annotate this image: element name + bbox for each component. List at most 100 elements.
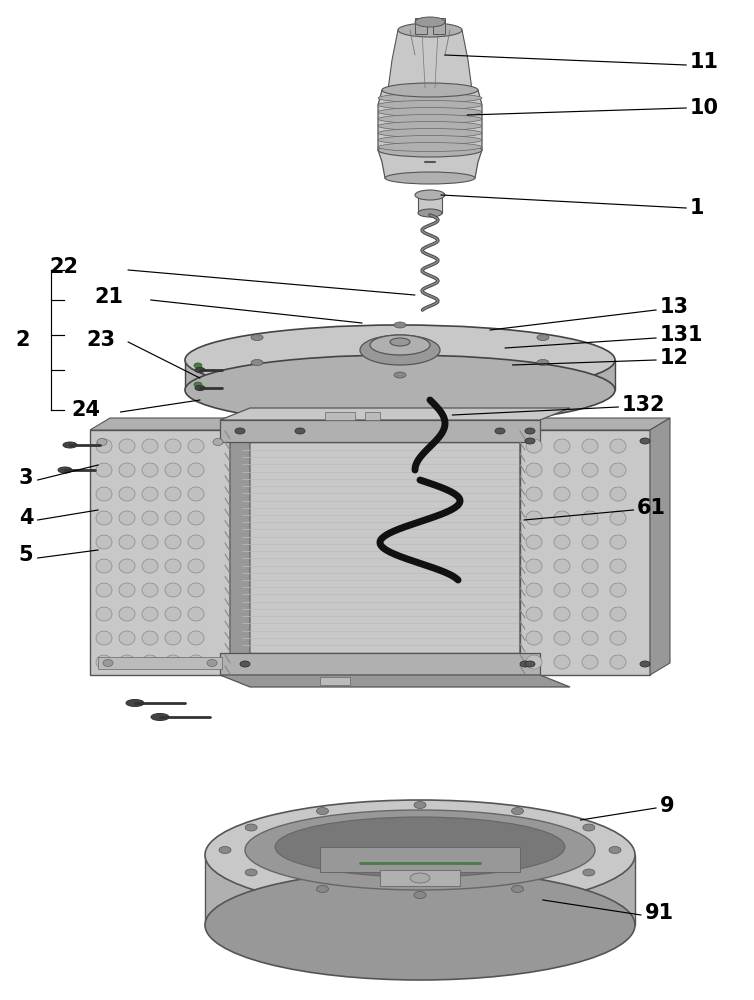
Polygon shape: [520, 430, 540, 665]
Polygon shape: [220, 653, 540, 675]
Polygon shape: [185, 360, 615, 390]
Ellipse shape: [378, 135, 482, 144]
Ellipse shape: [103, 660, 113, 666]
Ellipse shape: [582, 535, 598, 549]
Ellipse shape: [188, 439, 204, 453]
Ellipse shape: [582, 463, 598, 477]
Ellipse shape: [610, 655, 626, 669]
Text: 13: 13: [660, 297, 688, 317]
Ellipse shape: [554, 583, 570, 597]
Ellipse shape: [251, 360, 263, 365]
Polygon shape: [378, 90, 482, 150]
Ellipse shape: [360, 335, 440, 365]
Ellipse shape: [185, 355, 615, 425]
Ellipse shape: [96, 631, 112, 645]
Ellipse shape: [317, 808, 329, 815]
Ellipse shape: [370, 335, 430, 355]
Ellipse shape: [119, 655, 135, 669]
Ellipse shape: [96, 439, 112, 453]
Ellipse shape: [194, 363, 202, 368]
Ellipse shape: [245, 810, 595, 890]
Text: 132: 132: [622, 395, 666, 415]
Ellipse shape: [188, 511, 204, 525]
Ellipse shape: [188, 559, 204, 573]
Ellipse shape: [119, 439, 135, 453]
Polygon shape: [220, 420, 540, 442]
Polygon shape: [378, 150, 482, 178]
Ellipse shape: [526, 559, 542, 573]
Polygon shape: [205, 855, 635, 925]
Ellipse shape: [394, 372, 406, 378]
Ellipse shape: [526, 535, 542, 549]
Ellipse shape: [526, 511, 542, 525]
Ellipse shape: [610, 463, 626, 477]
Ellipse shape: [495, 428, 505, 434]
Ellipse shape: [195, 367, 205, 372]
Ellipse shape: [142, 463, 158, 477]
Bar: [365, 412, 380, 420]
Ellipse shape: [526, 631, 542, 645]
Ellipse shape: [418, 209, 442, 217]
Ellipse shape: [554, 463, 570, 477]
Ellipse shape: [526, 463, 542, 477]
Ellipse shape: [165, 487, 181, 501]
Ellipse shape: [165, 463, 181, 477]
Ellipse shape: [398, 23, 462, 37]
Ellipse shape: [207, 660, 217, 666]
Ellipse shape: [610, 631, 626, 645]
Text: 2: 2: [15, 330, 29, 350]
Ellipse shape: [378, 121, 482, 130]
Ellipse shape: [610, 535, 626, 549]
Ellipse shape: [583, 869, 595, 876]
Polygon shape: [230, 418, 250, 675]
Bar: [415, 18, 427, 34]
Ellipse shape: [119, 631, 135, 645]
Text: 131: 131: [660, 325, 703, 345]
Ellipse shape: [96, 511, 112, 525]
Ellipse shape: [554, 607, 570, 621]
Ellipse shape: [151, 714, 169, 720]
Bar: [98, 657, 222, 669]
Ellipse shape: [610, 607, 626, 621]
Text: 21: 21: [94, 287, 123, 307]
Ellipse shape: [378, 107, 482, 116]
Text: 4: 4: [19, 508, 33, 528]
Ellipse shape: [414, 802, 426, 808]
Ellipse shape: [378, 143, 482, 157]
Ellipse shape: [537, 360, 549, 365]
Ellipse shape: [378, 142, 482, 151]
Text: 22: 22: [49, 257, 78, 277]
Ellipse shape: [142, 631, 158, 645]
Ellipse shape: [142, 487, 158, 501]
Polygon shape: [220, 675, 570, 687]
Ellipse shape: [410, 873, 430, 883]
Ellipse shape: [142, 583, 158, 597]
Polygon shape: [520, 418, 670, 430]
Ellipse shape: [119, 511, 135, 525]
Ellipse shape: [554, 487, 570, 501]
Ellipse shape: [188, 583, 204, 597]
Ellipse shape: [142, 439, 158, 453]
Ellipse shape: [58, 467, 72, 473]
Ellipse shape: [195, 385, 205, 390]
Ellipse shape: [96, 607, 112, 621]
Ellipse shape: [119, 559, 135, 573]
Ellipse shape: [640, 661, 650, 667]
Ellipse shape: [188, 463, 204, 477]
Ellipse shape: [142, 655, 158, 669]
Ellipse shape: [526, 439, 542, 453]
Ellipse shape: [554, 559, 570, 573]
Text: 23: 23: [87, 330, 115, 350]
Text: 91: 91: [645, 903, 674, 923]
Ellipse shape: [378, 101, 482, 109]
Polygon shape: [90, 418, 250, 430]
Ellipse shape: [582, 559, 598, 573]
Ellipse shape: [511, 808, 523, 815]
Ellipse shape: [582, 583, 598, 597]
Ellipse shape: [511, 885, 523, 892]
Ellipse shape: [583, 824, 595, 831]
Ellipse shape: [610, 583, 626, 597]
Polygon shape: [220, 408, 570, 420]
Ellipse shape: [610, 511, 626, 525]
Ellipse shape: [96, 583, 112, 597]
